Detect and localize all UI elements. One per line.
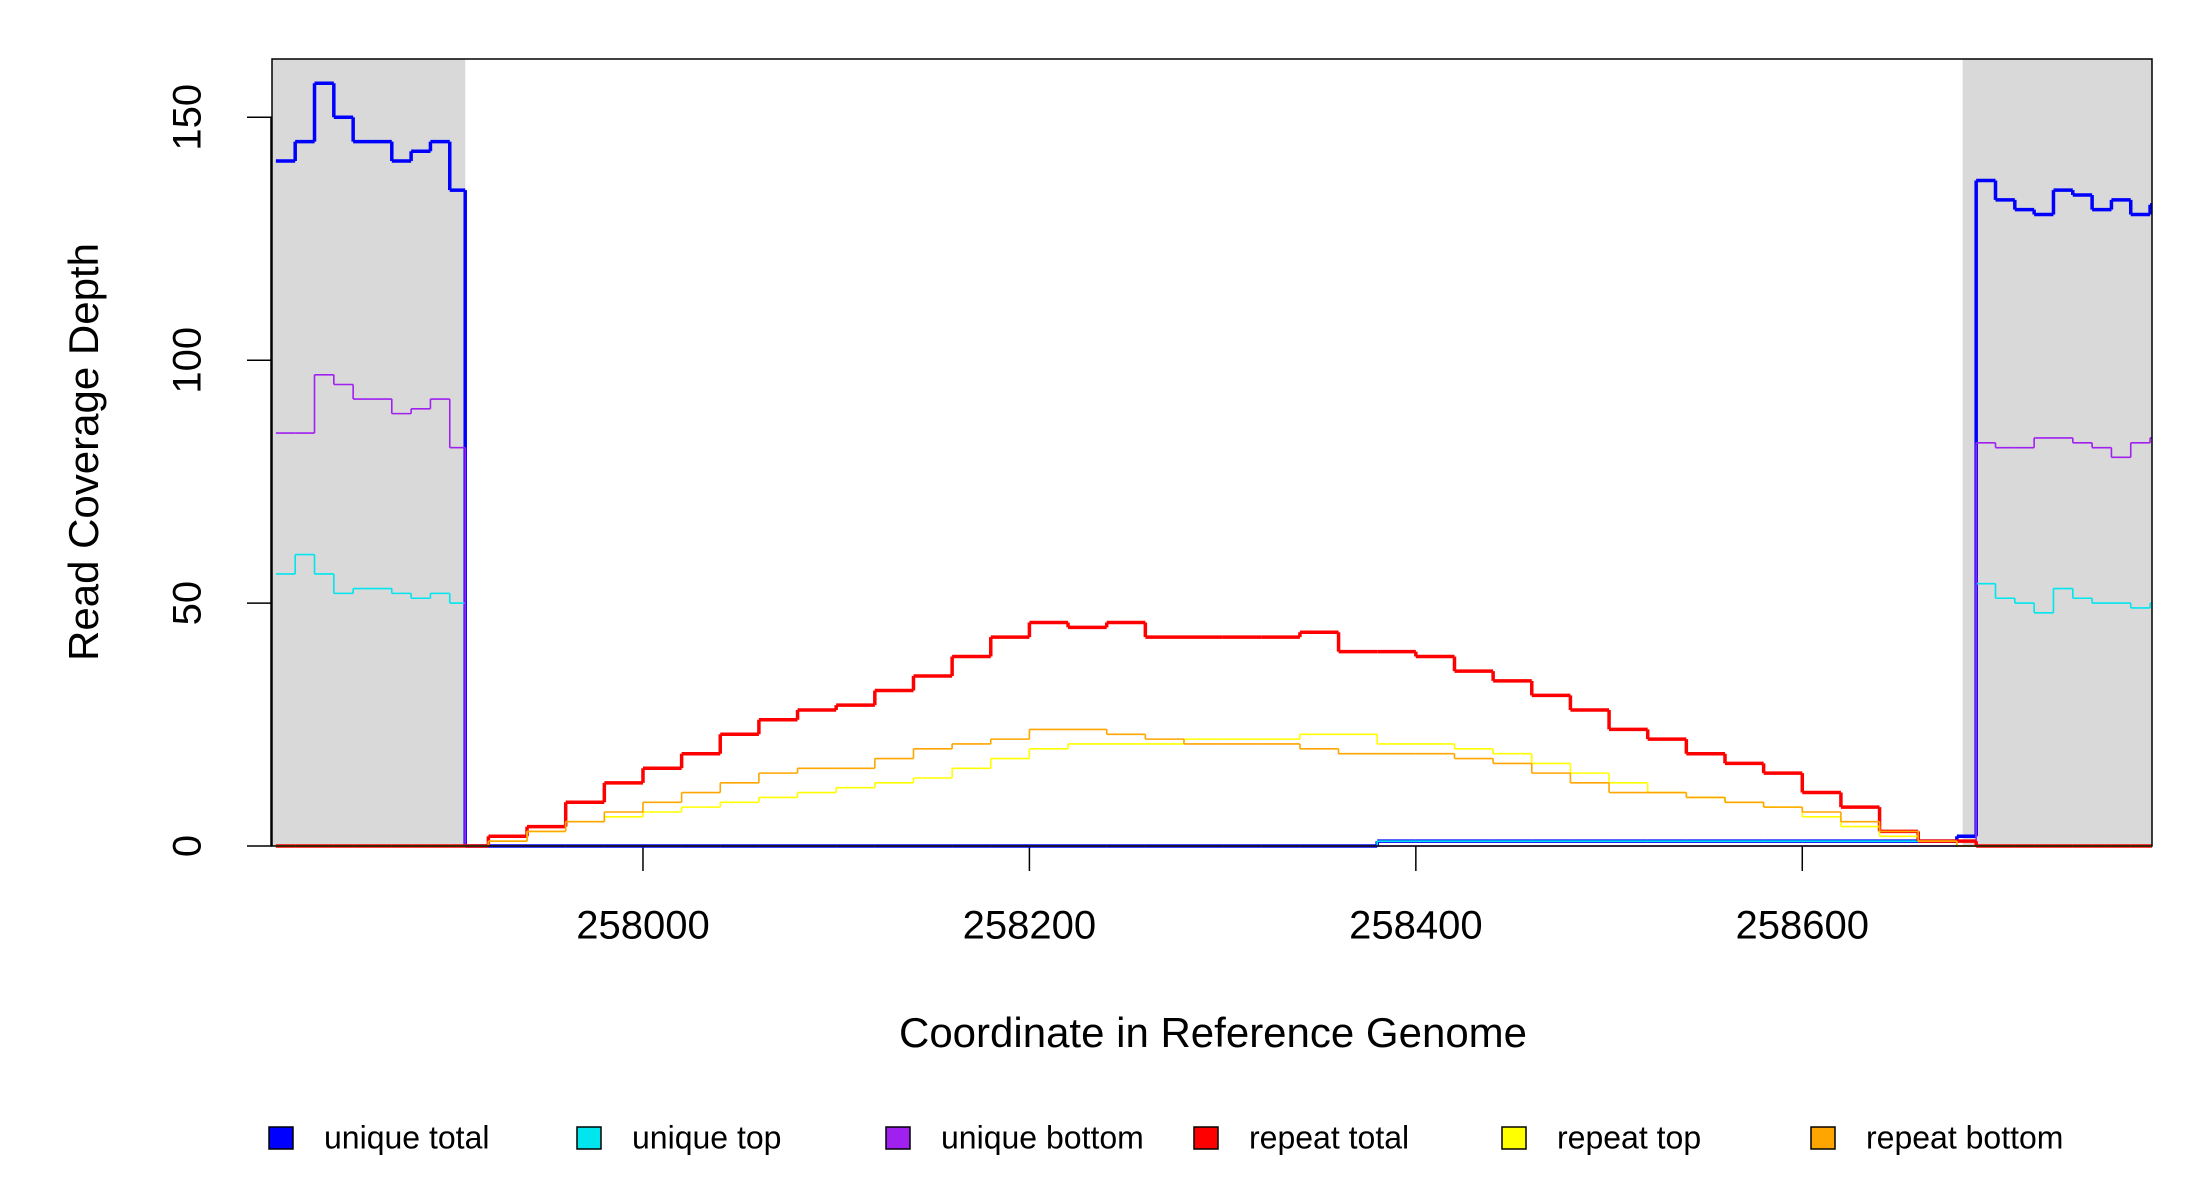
step-riser <box>293 83 2152 846</box>
step-riser <box>486 622 1978 846</box>
legend-label: repeat bottom <box>1866 1119 2063 1155</box>
y-tick-label: 50 <box>166 581 210 626</box>
series-line <box>275 733 2152 847</box>
step-riser <box>313 374 2151 846</box>
x-tick-label: 258400 <box>1349 904 1482 948</box>
series-line <box>275 620 2152 848</box>
x-tick-label: 258200 <box>963 904 1096 948</box>
legend-label: unique total <box>324 1119 489 1155</box>
step-riser <box>487 729 1958 846</box>
series-line <box>275 728 2152 847</box>
legend-swatch <box>576 1126 602 1150</box>
step-riser <box>487 734 1958 846</box>
legend-label: repeat total <box>1249 1119 1409 1155</box>
y-tick-label: 100 <box>166 327 210 394</box>
y-tick-label: 150 <box>166 84 210 151</box>
x-tick-label: 258600 <box>1736 904 1869 948</box>
legend-swatch <box>268 1126 294 1150</box>
x-axis-title: Coordinate in Reference Genome <box>899 1009 1527 1056</box>
legend-label: repeat top <box>1557 1119 1701 1155</box>
plot-frame <box>271 58 2153 847</box>
series-line <box>275 553 2152 847</box>
highlight-region <box>272 59 466 846</box>
series-line <box>275 81 2152 848</box>
legend-swatch <box>1193 1126 1219 1150</box>
highlight-region <box>1962 59 2152 846</box>
x-tick-label: 258000 <box>576 904 709 948</box>
series-line <box>275 373 2152 847</box>
y-axis-title: Read Coverage Depth <box>60 243 107 661</box>
legend-label: unique top <box>632 1119 781 1155</box>
legend-swatch <box>1810 1126 1836 1150</box>
legend-swatch <box>885 1126 911 1150</box>
y-tick-label: 0 <box>166 835 210 857</box>
legend-swatch <box>1501 1126 1527 1150</box>
legend-label: unique bottom <box>941 1119 1144 1155</box>
